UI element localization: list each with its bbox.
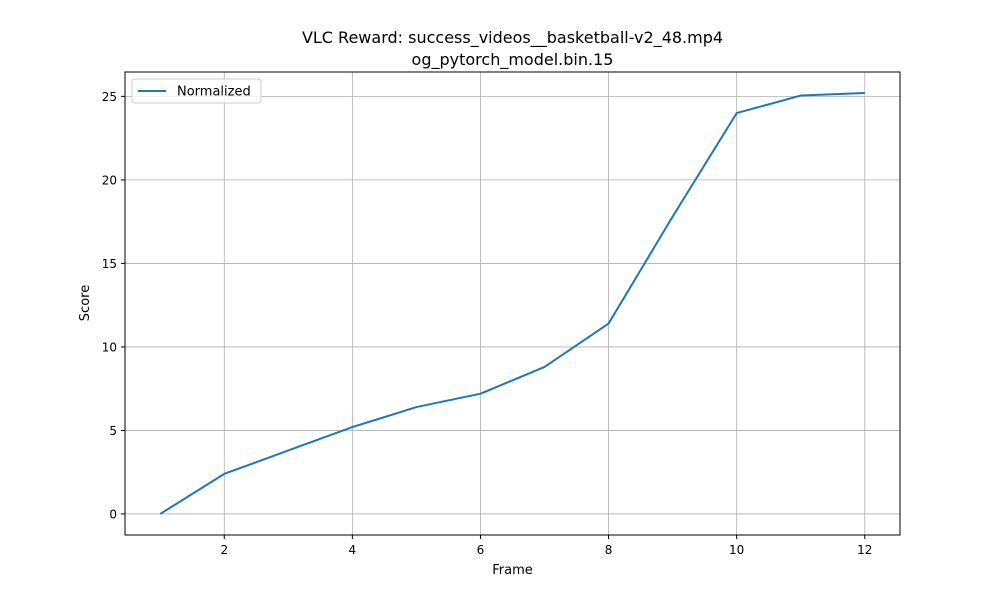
y-tick-label: 20 <box>102 173 117 187</box>
series-line-normalized <box>159 92 865 515</box>
y-tick-label: 5 <box>109 424 117 438</box>
x-tick-label: 4 <box>349 543 357 557</box>
x-tick-label: 8 <box>605 543 613 557</box>
grid <box>125 72 900 535</box>
chart-subtitle: og_pytorch_model.bin.15 <box>412 50 614 70</box>
y-tick-label: 0 <box>109 507 117 521</box>
x-tick-label: 6 <box>477 543 485 557</box>
legend: Normalized <box>131 78 262 104</box>
x-tick-label: 10 <box>729 543 744 557</box>
legend-label-normalized: Normalized <box>177 85 251 100</box>
x-axis-label: Frame <box>492 563 533 578</box>
x-tick-label: 2 <box>220 543 228 557</box>
y-tick-label: 15 <box>102 257 117 271</box>
chart-title: VLC Reward: success_videos__basketball-v… <box>302 28 723 48</box>
y-axis-label: Score <box>78 285 93 321</box>
plot-frame <box>124 71 901 536</box>
axis-ticks: 2 4 6 8 10 12 0 5 10 15 20 25 <box>102 90 873 557</box>
y-tick-label: 25 <box>102 90 117 104</box>
x-tick-label: 12 <box>857 543 872 557</box>
y-tick-label: 10 <box>102 340 117 354</box>
series-layer <box>159 92 865 515</box>
legend-box <box>131 78 262 104</box>
